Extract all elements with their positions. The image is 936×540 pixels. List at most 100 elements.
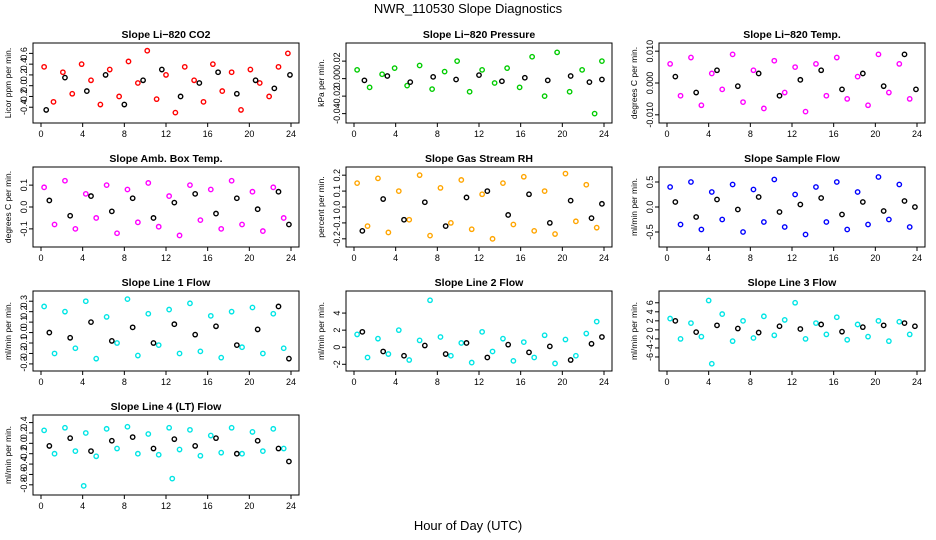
data-point xyxy=(505,341,512,348)
data-point xyxy=(280,445,287,452)
data-point xyxy=(521,74,528,81)
data-point xyxy=(401,352,407,359)
data-point xyxy=(213,210,219,217)
data-point xyxy=(121,101,128,108)
data-point xyxy=(134,80,141,86)
y-tick-label: -0.2 xyxy=(19,89,29,105)
x-tick-label: 20 xyxy=(244,129,254,139)
data-point xyxy=(500,180,506,187)
data-point xyxy=(228,308,235,315)
data-point xyxy=(859,70,866,77)
data-point xyxy=(667,61,674,67)
data-point xyxy=(407,79,414,86)
series-2 xyxy=(361,72,605,86)
data-point xyxy=(124,186,131,193)
x-tick-label: 4 xyxy=(706,253,711,263)
data-point xyxy=(375,335,381,342)
x-tick-label: 24 xyxy=(912,129,922,139)
data-point xyxy=(437,334,444,340)
data-point xyxy=(88,77,94,84)
data-point xyxy=(228,424,235,431)
x-tick-label: 12 xyxy=(787,253,797,263)
data-point xyxy=(270,310,277,317)
data-point xyxy=(719,216,726,223)
data-point xyxy=(885,338,892,345)
data-point xyxy=(854,189,861,195)
data-point xyxy=(286,458,292,465)
data-point xyxy=(108,208,115,215)
data-point xyxy=(672,317,679,324)
data-point xyxy=(197,217,204,224)
data-point xyxy=(384,73,391,79)
data-point xyxy=(88,319,94,326)
data-point xyxy=(510,357,517,364)
data-point xyxy=(114,445,120,452)
plot-frame xyxy=(32,42,300,124)
data-point xyxy=(62,424,68,431)
data-point xyxy=(562,170,569,177)
data-point xyxy=(361,77,368,84)
x-tick-label: 0 xyxy=(38,501,43,511)
data-point xyxy=(108,338,115,344)
data-point xyxy=(67,435,74,442)
data-point xyxy=(818,321,825,328)
data-point xyxy=(176,446,183,453)
data-point xyxy=(416,172,423,179)
data-point xyxy=(254,437,261,444)
data-point xyxy=(844,226,851,233)
x-tick-label: 0 xyxy=(351,253,356,263)
data-point xyxy=(41,427,48,434)
data-point xyxy=(880,322,887,329)
x-tick-label: 8 xyxy=(122,377,127,387)
y-tick-label: 2 xyxy=(332,328,342,333)
data-point xyxy=(51,221,58,228)
data-point xyxy=(239,221,245,228)
data-point xyxy=(106,66,113,73)
data-point xyxy=(447,220,454,226)
data-point xyxy=(504,65,511,72)
plot-frame xyxy=(345,166,613,248)
y-tick-label: 0.1 xyxy=(332,185,342,198)
y-tick-label: -0.010 xyxy=(645,102,655,128)
data-point xyxy=(427,297,433,304)
x-tick-label: 12 xyxy=(474,377,484,387)
data-point xyxy=(740,229,746,235)
data-point xyxy=(213,435,219,442)
y-tick-label: -2 xyxy=(332,360,342,368)
data-point xyxy=(187,426,193,433)
data-point xyxy=(51,450,58,457)
data-point xyxy=(755,329,762,336)
data-point xyxy=(364,354,371,361)
data-point xyxy=(566,88,573,95)
panel-3: Slope Li−820 Temp. 0 4 8 12 16 20 24 -0.010 0.000… xyxy=(629,29,926,139)
data-point xyxy=(544,77,551,84)
y-tick-label: 0.3 xyxy=(19,295,29,308)
data-point xyxy=(491,80,498,86)
data-point xyxy=(125,58,132,65)
x-tick-label: 8 xyxy=(435,377,440,387)
data-point xyxy=(833,179,840,185)
x-tick-label: 12 xyxy=(787,377,797,387)
data-point xyxy=(177,93,184,100)
x-tick-label: 8 xyxy=(748,377,753,387)
data-point xyxy=(145,310,152,317)
y-tick-label: -0.2 xyxy=(19,346,29,362)
y-axis-label: ml/min per min. xyxy=(629,178,639,236)
panel-7: Slope Line 1 Flow 0 4 8 12 16 20 24 -0.3-0.2-0.1… xyxy=(3,277,300,387)
panel-title: Slope Line 3 Flow xyxy=(748,277,838,289)
data-point xyxy=(207,432,214,439)
data-point xyxy=(427,232,433,239)
data-point xyxy=(375,175,381,182)
data-point xyxy=(51,350,58,357)
panel-title: Slope Line 1 Flow xyxy=(122,277,212,289)
data-point xyxy=(859,324,866,331)
y-axis-label: ml/min per min. xyxy=(3,426,13,484)
data-point xyxy=(103,425,110,432)
series-1 xyxy=(354,170,600,242)
data-point xyxy=(259,448,266,455)
x-tick-label: 20 xyxy=(557,253,567,263)
data-point xyxy=(520,173,527,180)
data-point xyxy=(844,96,851,102)
data-point xyxy=(144,47,151,54)
